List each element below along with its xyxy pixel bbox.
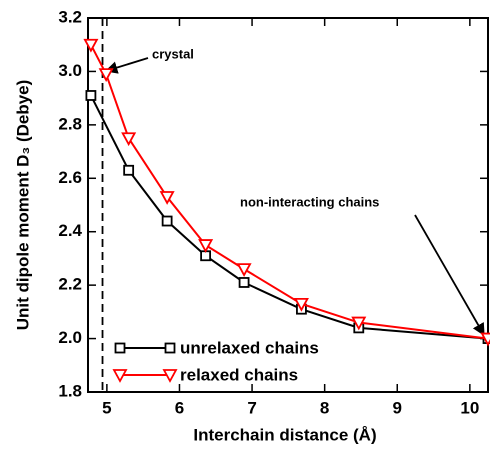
annotation: non-interacting chains (240, 194, 379, 209)
marker (161, 215, 173, 227)
marker (480, 332, 490, 347)
marker (159, 191, 175, 205)
plot-frame (87, 17, 489, 393)
legend-label: unrelaxed chains (180, 338, 319, 357)
y-tick-label: 2.2 (58, 275, 82, 294)
marker (351, 316, 367, 331)
marker (121, 132, 137, 147)
annotation: crystal (152, 46, 194, 61)
marker (98, 68, 114, 82)
marker (85, 90, 97, 101)
marker (83, 38, 99, 53)
legend-marker (164, 342, 176, 354)
legend-label: relaxed chains (180, 365, 298, 384)
y-tick-label: 2.4 (58, 221, 82, 240)
legend-marker (114, 342, 126, 354)
x-tick-label: 7 (247, 398, 256, 417)
series-line (90, 44, 489, 340)
y-tick-label: 2.8 (58, 114, 82, 133)
x-tick-label: 9 (393, 398, 402, 417)
marker (198, 239, 214, 253)
marker (236, 263, 252, 277)
x-tick-label: 6 (175, 398, 184, 417)
x-tick-label: 5 (102, 398, 111, 417)
x-tick-label: 10 (460, 398, 479, 417)
x-tick-label: 8 (320, 398, 329, 417)
y-axis-label: Unit dipole moment D₃ (Debye) (13, 80, 32, 331)
series-line (90, 95, 489, 340)
marker (293, 297, 309, 312)
y-tick-label: 2.6 (58, 168, 82, 187)
x-axis-label: Interchain distance (Å) (193, 425, 376, 444)
annotation-arrow (414, 214, 485, 337)
legend-marker (162, 369, 178, 383)
y-tick-label: 1.8 (58, 381, 82, 400)
y-tick-label: 3.0 (58, 61, 82, 80)
marker (123, 164, 135, 176)
y-tick-label: 3.2 (58, 7, 82, 26)
legend-marker (112, 369, 128, 383)
y-tick-label: 2.0 (58, 328, 82, 347)
marker (238, 277, 250, 288)
